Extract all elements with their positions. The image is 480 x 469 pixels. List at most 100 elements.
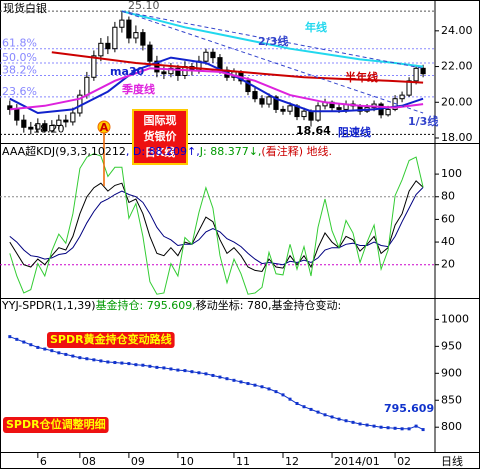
candle-body bbox=[140, 32, 146, 46]
series-marker bbox=[176, 368, 180, 372]
series-marker bbox=[309, 407, 313, 411]
y-tick-label: 900 bbox=[441, 366, 462, 379]
series-marker bbox=[43, 347, 47, 351]
box-text: 国际现 bbox=[144, 113, 177, 127]
series-marker bbox=[64, 352, 68, 356]
series-marker bbox=[162, 366, 166, 370]
series-marker bbox=[134, 363, 138, 367]
axes: 18.00 20.00 22.00 24.00 61.8%50.0%38.2% 23.6%… bbox=[2, 0, 473, 468]
y-tick-label: 60 bbox=[441, 212, 455, 225]
candle-body bbox=[336, 107, 342, 110]
series-marker bbox=[22, 340, 26, 344]
series-label: 季度线 bbox=[121, 82, 155, 96]
panel-header: 移动坐标: 780, bbox=[196, 298, 272, 312]
panel-header: J: 88.377↓, bbox=[199, 145, 262, 158]
spdr-panel bbox=[8, 335, 425, 432]
series-marker bbox=[239, 380, 243, 384]
series-marker bbox=[400, 427, 404, 431]
series-marker bbox=[120, 361, 124, 365]
series-marker bbox=[15, 337, 19, 341]
reference-label: 50.0% bbox=[2, 51, 37, 64]
series-label: 半年线 bbox=[345, 70, 378, 84]
y-tick-label: 22.00 bbox=[441, 60, 473, 73]
series-marker bbox=[274, 390, 278, 394]
series-marker bbox=[29, 343, 33, 347]
box-text: 日K线 bbox=[145, 145, 176, 159]
box-text: 货银价 bbox=[143, 129, 178, 143]
y-tick-label: 1000 bbox=[441, 312, 469, 325]
x-axis-label: 日线 bbox=[441, 454, 463, 468]
x-tick-label: 2014/01 bbox=[334, 455, 380, 468]
series-marker bbox=[50, 349, 54, 353]
series-marker bbox=[127, 362, 131, 366]
series-marker bbox=[197, 371, 201, 375]
candle-body bbox=[154, 60, 160, 73]
y-tick-label: 20 bbox=[441, 258, 455, 271]
series-line bbox=[9, 67, 424, 111]
y-tick-label: 80 bbox=[441, 190, 455, 203]
event-marker bbox=[97, 120, 111, 134]
annotation: SPDR仓位调整明细 bbox=[6, 417, 106, 431]
x-tick-label: 10 bbox=[180, 455, 194, 468]
series-marker bbox=[358, 422, 362, 426]
series-marker bbox=[8, 335, 12, 339]
candle-body bbox=[84, 76, 90, 96]
candle-body bbox=[63, 119, 69, 123]
series-marker bbox=[379, 425, 383, 429]
series-marker bbox=[218, 375, 222, 379]
series-label: 1/3线 bbox=[408, 114, 438, 128]
kdj-panel bbox=[0, 153, 435, 295]
series-marker bbox=[92, 358, 96, 362]
series-marker bbox=[71, 354, 75, 358]
series-marker bbox=[260, 385, 264, 389]
series-marker bbox=[372, 424, 376, 428]
candle-body bbox=[56, 119, 62, 126]
panel-header: (看注释) 地线. bbox=[261, 144, 332, 158]
series-marker bbox=[344, 419, 348, 423]
candle-body bbox=[399, 94, 405, 100]
candle-body bbox=[119, 19, 125, 28]
x-tick-label: 08 bbox=[82, 455, 96, 468]
series-marker bbox=[155, 365, 159, 369]
x-tick-label: 12 bbox=[285, 455, 299, 468]
series-marker bbox=[113, 361, 117, 365]
candle-body bbox=[98, 42, 104, 57]
series-line bbox=[51, 51, 424, 84]
series-marker bbox=[85, 357, 89, 361]
y-tick-label: 950 bbox=[441, 339, 462, 352]
series-marker bbox=[36, 345, 40, 349]
series-marker bbox=[204, 372, 208, 376]
series-marker bbox=[78, 356, 82, 360]
candle-body bbox=[259, 98, 265, 105]
reference-label: 38.2% bbox=[2, 63, 37, 76]
candle-body bbox=[413, 67, 419, 82]
candle-body bbox=[245, 80, 251, 93]
candle-body bbox=[28, 126, 34, 130]
candle-body bbox=[287, 105, 293, 112]
annotation: SPDR黄金持仓变动路线 bbox=[50, 332, 172, 346]
y-tick-label: 850 bbox=[441, 393, 462, 406]
series-marker bbox=[141, 363, 145, 367]
annotation: 795.609 bbox=[384, 402, 434, 415]
candle-body bbox=[252, 91, 258, 100]
series-marker bbox=[393, 426, 397, 430]
candle-body bbox=[70, 112, 76, 123]
series-marker bbox=[302, 405, 306, 409]
series-marker bbox=[246, 382, 250, 386]
candle-body bbox=[406, 80, 412, 96]
series-marker bbox=[365, 423, 369, 427]
candle-body bbox=[210, 51, 216, 59]
candle-body bbox=[14, 108, 20, 121]
annotation: A bbox=[100, 121, 109, 134]
candle-body bbox=[21, 119, 27, 128]
y-tick-label: 100 bbox=[441, 167, 462, 180]
y-tick-label: 18.00 bbox=[441, 131, 473, 144]
panel-header: , D: 88.209↑, bbox=[126, 145, 200, 158]
series-marker bbox=[57, 351, 61, 355]
panel-header: 基金持仓变动: bbox=[271, 298, 341, 312]
reference-label: 61.8% bbox=[2, 37, 37, 50]
series-label: 2/3线 bbox=[258, 34, 288, 48]
